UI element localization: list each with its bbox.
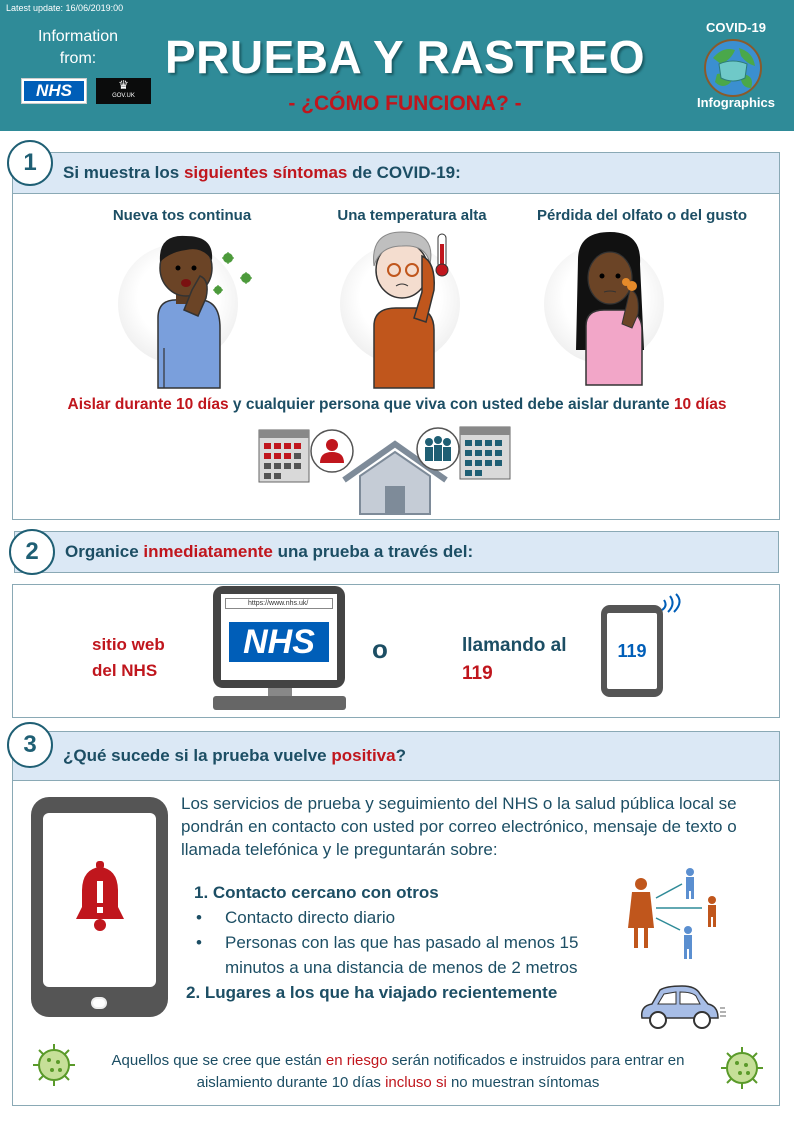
virus-icon-right xyxy=(721,1047,763,1089)
header-banner: Latest update: 16/06/2019:00 Information… xyxy=(0,0,794,131)
step-number-2: 2 xyxy=(9,529,55,575)
nhs-website-option: sitio web del NHS xyxy=(92,635,165,680)
section-2-heading: Organice inmediatamente una prueba a tra… xyxy=(14,531,779,573)
page-title: PRUEBA Y RASTREO xyxy=(164,31,646,83)
isolation-text: Aislar durante 10 días y cualquier perso… xyxy=(67,396,727,413)
phone-alert xyxy=(31,797,168,1017)
questions-list: 1. Contacto cercano con otros Contacto d… xyxy=(186,880,628,1005)
list-item-close-contact: 1. Contacto cercano con otros xyxy=(194,883,439,902)
page-subtitle: - ¿CÓMO FUNCIONA? - xyxy=(288,92,522,115)
infographics-label: Infographics xyxy=(696,95,775,110)
contact-paragraph: Los servicios de prueba y seguimiento de… xyxy=(181,794,737,859)
contact-spread-icon xyxy=(628,868,716,959)
section-3-heading: ¿Qué sucede si la prueba vuelve positiva… xyxy=(12,731,780,781)
risk-notice: Aquellos que se cree que están en riesgo… xyxy=(111,1052,685,1091)
last-update: Latest update: 16/06/2019:00 xyxy=(6,3,124,13)
symptom-smell-label: Pérdida del olfato o del gusto xyxy=(536,207,747,224)
globe-mask-icon xyxy=(704,39,762,97)
list-item-places: 2. Lugares a los que ha viajado reciente… xyxy=(186,983,558,1002)
person-isolating-icon xyxy=(310,429,354,473)
phone-screen-number: 119 xyxy=(607,613,657,689)
smell-loss-person-icon xyxy=(576,232,644,386)
monitor-stand xyxy=(268,688,292,696)
symptom-temperature-label: Una temperatura alta xyxy=(337,207,487,224)
step-number-1: 1 xyxy=(7,140,53,186)
or-text: o xyxy=(372,634,388,664)
monitor-base xyxy=(213,696,346,710)
coughing-person-icon xyxy=(157,235,252,389)
fever-person-icon xyxy=(373,231,449,389)
alert-bell-icon xyxy=(76,861,124,931)
signal-icon xyxy=(661,593,681,613)
computer-monitor: https://www.nhs.uk/ NHS xyxy=(213,586,345,688)
step-number-3: 3 xyxy=(7,722,53,768)
car-icon xyxy=(640,985,726,1029)
information-from: Information from: xyxy=(37,28,119,67)
list-item-15-minutes: Personas con las que has pasado al menos… xyxy=(188,930,598,980)
nhs-screen-logo: NHS xyxy=(229,622,329,662)
household-group-icon xyxy=(416,427,460,471)
covid-label: COVID-19 xyxy=(706,20,766,35)
govuk-logo: ♛ GOV.UK xyxy=(96,78,151,104)
call-option: llamando al 119 xyxy=(462,635,567,684)
calendar-icon xyxy=(258,429,310,483)
phone-119: 119 xyxy=(601,605,663,697)
virus-icon-left xyxy=(33,1044,75,1086)
crown-icon: ♛ xyxy=(118,78,129,92)
nhs-logo: NHS xyxy=(21,78,87,104)
calendar-icon-2 xyxy=(459,426,511,480)
symptom-cough-label: Nueva tos continua xyxy=(112,207,252,224)
list-item-daily-contact: Contacto directo diario xyxy=(188,905,628,930)
section-1-heading: Si muestra los siguientes síntomas de CO… xyxy=(12,152,780,194)
browser-url-bar: https://www.nhs.uk/ xyxy=(225,598,333,609)
